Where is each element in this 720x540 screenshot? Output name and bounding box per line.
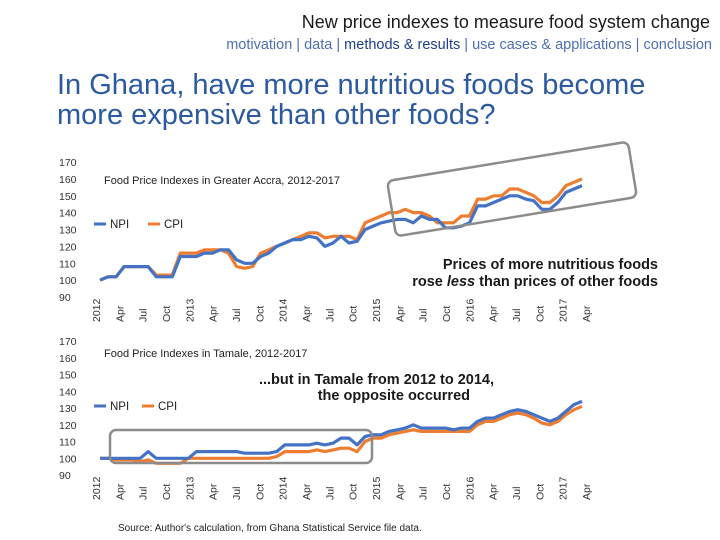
tamale-xtick-label: Jul (324, 487, 336, 500)
tamale-xtick-label: Jul (511, 487, 523, 500)
accra-xtick-label: Jul (138, 309, 150, 322)
accra-ytick-label: 100 (59, 275, 77, 287)
tamale-legend-cpi-label: CPI (158, 401, 177, 413)
source-note: Source: Author's calculation, from Ghana… (118, 523, 422, 534)
breadcrumb-separator: | (460, 37, 473, 53)
tamale-xtick-label: Apr (301, 483, 313, 500)
annotation-text-span: rose (412, 274, 447, 290)
accra-ytick-label: 170 (59, 157, 77, 169)
annotation-text-span: less (447, 274, 475, 290)
accra-ytick-label: 140 (59, 208, 77, 220)
tamale-xtick-label: 2017 (558, 476, 570, 500)
accra-xtick-label: Oct (534, 306, 546, 322)
tamale-xtick-label: Oct (441, 484, 453, 500)
tamale-xtick-label: Oct (348, 484, 360, 500)
accra-xtick-label: Oct (348, 306, 360, 322)
tamale-ytick-label: 100 (59, 453, 77, 465)
tamale-xtick-label: Jul (418, 487, 430, 500)
accra-xtick-label: 2012 (91, 298, 103, 322)
tamale-series-cpi-line (100, 404, 583, 465)
breadcrumb-item-methods-results[interactable]: methods & results (344, 37, 461, 53)
accra-ytick-label: 160 (59, 174, 77, 186)
accra-xtick-label: Jul (324, 309, 336, 322)
breadcrumb-item-data[interactable]: data (304, 37, 333, 53)
tamale-annotation-line-1: ...but in Tamale from 2012 to 2014, (259, 372, 494, 388)
tamale-ytick-label: 160 (59, 353, 77, 365)
tamale-xtick-label: Apr (114, 483, 126, 500)
accra-xtick-label: Oct (161, 306, 173, 322)
accra-legend-cpi-label: CPI (164, 219, 183, 231)
tamale-annotation-line-2: the opposite occurred (318, 388, 470, 404)
tamale-ytick-label: 110 (59, 437, 76, 449)
tamale-ytick-label: 150 (59, 370, 77, 382)
breadcrumb-item-use-cases-applications[interactable]: use cases & applications (472, 37, 632, 53)
tamale-xtick-label: Oct (534, 484, 546, 500)
accra-legend-npi-label: NPI (110, 219, 129, 231)
accra-xtick-label: Jul (231, 309, 243, 322)
accra-xtick-label: 2017 (558, 298, 570, 322)
tamale-ytick-label: 170 (59, 336, 77, 348)
accra-highlight-box (386, 141, 638, 237)
accra-xtick-label: Apr (114, 305, 126, 322)
accra-xtick-label: Oct (441, 306, 453, 322)
tamale-xtick-label: Apr (488, 483, 500, 500)
accra-xtick-label: Oct (254, 306, 266, 322)
accra-ytick-label: 120 (59, 241, 77, 253)
tamale-highlight-box (108, 428, 374, 465)
accra-chart-title: Food Price Indexes in Greater Accra, 201… (104, 175, 340, 187)
breadcrumb-item-conclusion[interactable]: conclusion (643, 37, 712, 53)
accra-xtick-label: Apr (301, 305, 313, 322)
tamale-ytick-label: 90 (59, 470, 71, 482)
accra-ytick-label: 90 (59, 292, 71, 304)
breadcrumb-separator: | (292, 37, 305, 53)
tamale-xtick-label: 2015 (371, 476, 383, 500)
accra-xtick-label: Apr (581, 305, 593, 322)
tamale-xtick-label: 2013 (184, 476, 196, 500)
tamale-series-npi-line (100, 399, 583, 460)
accra-xtick-label: Apr (208, 305, 220, 322)
accra-xtick-label: 2013 (184, 298, 196, 322)
breadcrumb-separator: | (631, 37, 644, 53)
breadcrumb-item-motivation[interactable]: motivation (226, 37, 293, 53)
accra-annotation-line-2: rose less than prices of other foods (412, 274, 658, 290)
accra-xtick-label: Jul (418, 309, 430, 322)
annotation-text-span: than prices of other foods (475, 274, 658, 290)
breadcrumb-separator: | (332, 37, 345, 53)
section-breadcrumb: motivation | data | methods & results | … (226, 37, 712, 53)
accra-ytick-label: 110 (59, 258, 76, 270)
accra-xtick-label: Jul (511, 309, 523, 322)
tamale-xtick-label: Apr (394, 483, 406, 500)
tamale-xtick-label: Jul (231, 487, 243, 500)
accra-ytick-label: 130 (59, 225, 77, 237)
accra-xtick-label: 2015 (371, 298, 383, 322)
tamale-xtick-label: Jul (138, 487, 150, 500)
tamale-xtick-label: 2016 (464, 476, 476, 500)
tamale-xtick-label: Oct (254, 484, 266, 500)
tamale-xtick-label: 2014 (278, 476, 290, 500)
tamale-ytick-label: 130 (59, 403, 77, 415)
accra-xtick-label: 2016 (464, 298, 476, 322)
tamale-xtick-label: 2012 (91, 476, 103, 500)
tamale-xtick-label: Apr (581, 483, 593, 500)
accra-xtick-label: Apr (394, 305, 406, 322)
accra-ytick-label: 150 (59, 191, 77, 203)
tamale-chart-title: Food Price Indexes in Tamale, 2012-2017 (104, 348, 307, 360)
accra-annotation-line-1: Prices of more nutritious foods (443, 257, 658, 273)
accra-xtick-label: Apr (488, 305, 500, 322)
accra-xtick-label: 2014 (278, 298, 290, 322)
tamale-legend-npi-label: NPI (110, 401, 129, 413)
tamale-xtick-label: Oct (161, 484, 173, 500)
tamale-ytick-label: 120 (59, 420, 77, 432)
accra-series-npi-line (99, 184, 583, 282)
tamale-xtick-label: Apr (208, 483, 220, 500)
slide-question: In Ghana, have more nutritious foods bec… (57, 69, 646, 131)
page-header-title: New price indexes to measure food system… (301, 12, 710, 32)
tamale-ytick-label: 140 (59, 386, 77, 398)
